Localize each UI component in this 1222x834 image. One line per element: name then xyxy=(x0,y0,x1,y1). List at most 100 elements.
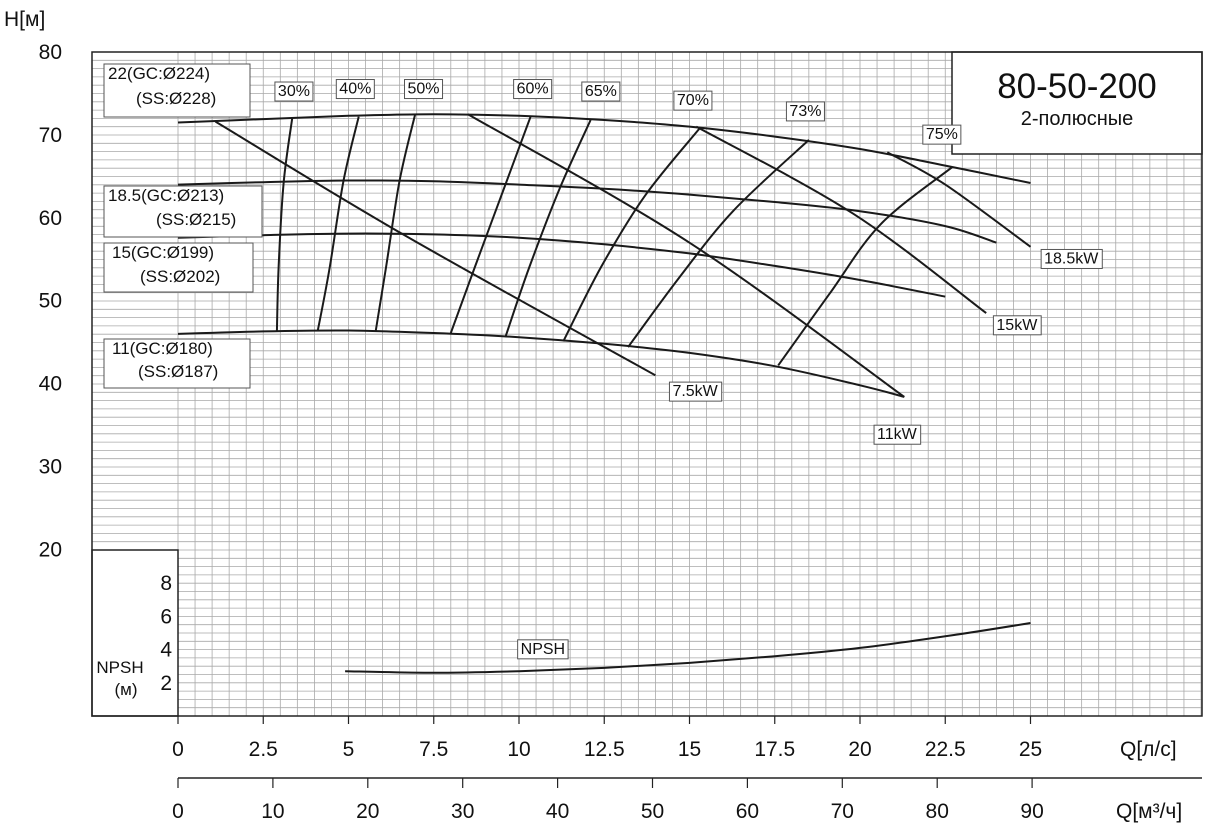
efficiency-label-text: 70% xyxy=(677,92,709,109)
impeller-label-ss: (SS:Ø202) xyxy=(140,267,220,286)
power-label-text: 11kW xyxy=(877,426,918,443)
power-line xyxy=(886,151,1032,248)
impeller-label-ss: (SS:Ø228) xyxy=(136,89,216,108)
x-tick-label: 25 xyxy=(1019,738,1042,761)
power-label-box xyxy=(1040,248,1103,269)
power-label: 11kW xyxy=(873,424,922,445)
efficiency-curve xyxy=(777,166,953,366)
efficiency-label-box xyxy=(404,79,444,100)
impeller-label-ss: (SS:Ø215) xyxy=(156,210,236,229)
npsh-tick-label: 6 xyxy=(160,605,172,628)
x2-tick-label: 70 xyxy=(831,800,854,823)
npsh-curve xyxy=(345,622,1031,674)
npsh-tick-label: 4 xyxy=(160,639,172,662)
efficiency-label-text: 60% xyxy=(517,81,549,98)
power-label-box xyxy=(992,315,1042,336)
y-tick-label: 80 xyxy=(39,41,62,64)
x2-axis-title: Q[м³/ч] xyxy=(1116,800,1182,823)
npsh-label: NPSH xyxy=(517,639,569,660)
x2-tick-label: 10 xyxy=(261,800,284,823)
x-tick-label: 2.5 xyxy=(249,738,278,761)
power-label-text: 15kW xyxy=(996,317,1038,334)
efficiency-label: 60% xyxy=(513,79,553,100)
axes: H[м] Q[л/с] Q[м³/ч] NPSH (м) 20304050607… xyxy=(4,8,1202,823)
title-panel: 80-50-200 2-полюсные xyxy=(951,51,1203,155)
power-label-box xyxy=(873,424,922,445)
x2-tick-label: 50 xyxy=(641,800,664,823)
efficiency-label: 75% xyxy=(922,124,962,145)
y-tick-label: 40 xyxy=(39,373,62,396)
npsh-label-text: NPSH xyxy=(521,641,565,658)
power-label-box xyxy=(668,381,723,402)
efficiency-label-text: 75% xyxy=(926,126,958,143)
impeller-curve xyxy=(177,179,997,244)
y-tick-label: 30 xyxy=(39,456,62,479)
efficiency-curve xyxy=(449,115,532,334)
x-tick-label: 7.5 xyxy=(419,738,448,761)
plot-frame xyxy=(91,51,1203,717)
impeller-label-box xyxy=(103,63,251,118)
x-tick-label: 0 xyxy=(172,738,184,761)
efficiency-label-box xyxy=(673,90,713,111)
impeller-label-gc: 22(GC:Ø224) xyxy=(108,64,210,83)
npsh-axis-title-line2: (м) xyxy=(114,680,137,699)
efficiency-label-box xyxy=(922,124,962,145)
x-tick-label: 12.5 xyxy=(584,738,625,761)
chart-subtitle: 2-полюсные xyxy=(1021,108,1134,130)
efficiency-label-text: 73% xyxy=(789,103,821,120)
impeller-curve xyxy=(177,329,905,398)
npsh-axis-title-line1: NPSH xyxy=(96,658,143,677)
curves xyxy=(177,113,1032,674)
chart-title: 80-50-200 xyxy=(997,67,1157,106)
impeller-curve xyxy=(177,113,1031,184)
impeller-label-box xyxy=(103,338,251,389)
impeller-label-gc: 11(GC:Ø180) xyxy=(112,339,213,358)
efficiency-label: 40% xyxy=(335,79,375,100)
efficiency-label-text: 30% xyxy=(278,83,310,100)
x2-tick-label: 20 xyxy=(356,800,379,823)
efficiency-label: 30% xyxy=(274,81,314,102)
impeller-label-box xyxy=(103,185,263,238)
efficiency-label-text: 40% xyxy=(339,81,371,98)
efficiency-label-box xyxy=(335,79,375,100)
efficiency-curve xyxy=(562,127,701,342)
y-axis-title: H[м] xyxy=(4,8,45,31)
efficiency-curve xyxy=(275,118,294,332)
power-label-text: 7.5kW xyxy=(672,383,718,400)
x2-tick-label: 80 xyxy=(926,800,949,823)
x2-tick-label: 30 xyxy=(451,800,474,823)
power-label: 7.5kW xyxy=(668,381,723,402)
x-axis-title: Q[л/с] xyxy=(1120,738,1177,761)
x-tick-label: 5 xyxy=(343,738,355,761)
impeller-curve xyxy=(177,232,946,298)
efficiency-label-box xyxy=(785,101,825,122)
x2-tick-label: 90 xyxy=(1020,800,1043,823)
x-tick-label: 22.5 xyxy=(925,738,966,761)
efficiency-label-box xyxy=(581,81,621,102)
npsh-tick-label: 2 xyxy=(160,672,172,695)
impeller-label-ss: (SS:Ø187) xyxy=(138,362,218,381)
power-line xyxy=(214,120,656,377)
x2-tick-label: 40 xyxy=(546,800,569,823)
x-tick-label: 10 xyxy=(507,738,530,761)
efficiency-label-box xyxy=(513,79,553,100)
x-tick-label: 17.5 xyxy=(754,738,795,761)
impeller-label-gc: 18.5(GC:Ø213) xyxy=(108,186,224,205)
impeller-label-gc: 15(GC:Ø199) xyxy=(112,243,214,262)
efficiency-label-text: 65% xyxy=(585,83,617,100)
x-tick-label: 15 xyxy=(678,738,701,761)
y-tick-label: 50 xyxy=(39,290,62,313)
labels: 22(GC:Ø224) (SS:Ø228) 18.5(GC:Ø213) (SS:Ø21… xyxy=(103,63,1103,660)
power-line xyxy=(695,125,987,314)
npsh-label-box xyxy=(517,639,569,660)
y-tick-label: 20 xyxy=(39,538,62,561)
efficiency-label: 65% xyxy=(581,81,621,102)
y-tick-label: 60 xyxy=(39,207,62,230)
power-line xyxy=(467,113,905,398)
power-label: 18.5kW xyxy=(1040,248,1103,269)
efficiency-curve xyxy=(316,116,360,331)
efficiency-curve xyxy=(504,119,592,338)
efficiency-label: 50% xyxy=(404,79,444,100)
efficiency-label-box xyxy=(274,81,314,102)
